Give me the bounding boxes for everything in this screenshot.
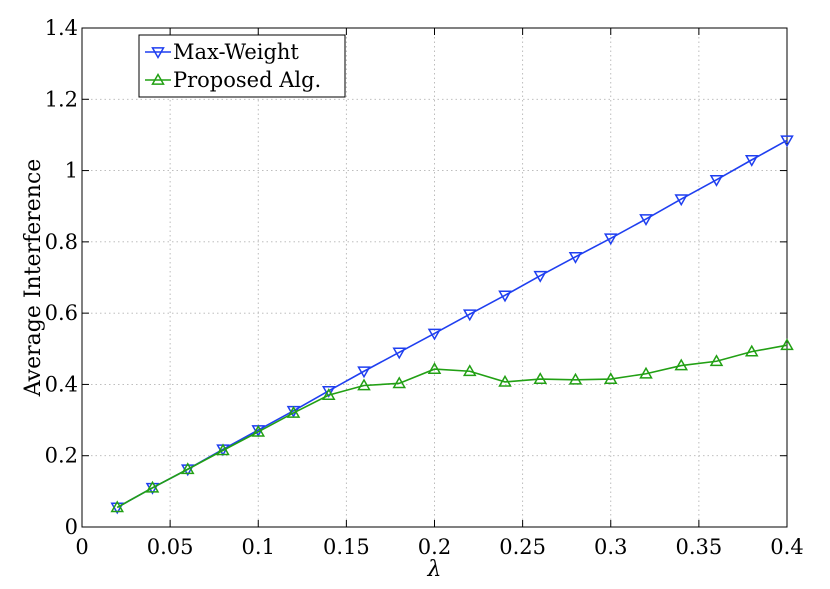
axis-ticks: 0 0.05 0.1 0.15 0.2 0.25 0.3 0.35 0.4 0 0.2 0.4 0.6 0… [45,16,804,559]
y-tick-label: 0 [65,515,78,539]
data-point [568,372,583,385]
legend-marker [151,47,165,60]
y-tick-label: 0.8 [45,230,78,254]
data-point [462,309,477,322]
data-point [392,376,407,389]
data-point [533,270,548,283]
series-2 [110,338,794,513]
legend-marker [151,72,165,85]
y-tick-label: 0.2 [45,444,78,468]
data-point [216,443,230,456]
legend-item: Max-Weight [145,40,299,64]
data-point [498,374,512,387]
data-point [709,174,724,187]
data-point [744,155,759,167]
y-tick-label: 1.2 [45,87,78,111]
data-point [427,362,442,374]
data-point [462,364,477,377]
data-point [674,358,689,371]
x-axis-label: λ [427,557,442,582]
data-point [251,424,266,437]
data-point [498,290,512,303]
series-layer [110,135,794,515]
data-point [780,135,794,148]
data-point [603,233,618,246]
data-point [639,366,653,379]
x-tick-label: 0.25 [499,535,546,559]
x-tick-label: 0.15 [323,535,370,559]
x-tick-label: 0.4 [770,535,803,559]
data-point [674,194,689,207]
legend-label: Proposed Alg. [173,68,321,92]
legend-box [138,34,346,98]
data-point [392,347,407,360]
y-tick-label: 0.4 [45,372,78,396]
y-tick-label: 1.4 [45,16,78,40]
series-line [116,139,788,509]
data-point [180,462,195,475]
data-point [145,480,160,493]
legend: Max-Weight Proposed Alg. [138,34,346,98]
data-point [321,385,336,398]
x-tick-label: 0 [75,535,88,559]
data-point [639,214,653,227]
data-point [427,328,442,341]
data-point [780,338,794,351]
x-tick-label: 0.1 [242,535,275,559]
data-point [568,251,583,264]
x-tick-label: 0.35 [675,535,722,559]
series-line [116,344,788,509]
data-point [603,372,618,384]
data-point [744,344,759,357]
x-tick-label: 0.05 [147,535,194,559]
x-tick-label: 0.3 [594,535,627,559]
data-point [533,372,548,384]
legend-label: Max-Weight [173,40,299,64]
y-axis-label: Average Interference [21,159,46,398]
data-point [110,500,125,513]
y-tick-label: 0.6 [45,301,78,325]
x-tick-label: 0.2 [418,535,451,559]
data-point [286,405,301,418]
data-point [321,388,336,400]
y-tick-label: 1 [65,159,78,183]
grid-lines [82,28,787,527]
data-point [709,354,724,367]
data-point [357,378,371,391]
data-point [357,366,371,379]
legend-item: Proposed Alg. [145,68,321,92]
